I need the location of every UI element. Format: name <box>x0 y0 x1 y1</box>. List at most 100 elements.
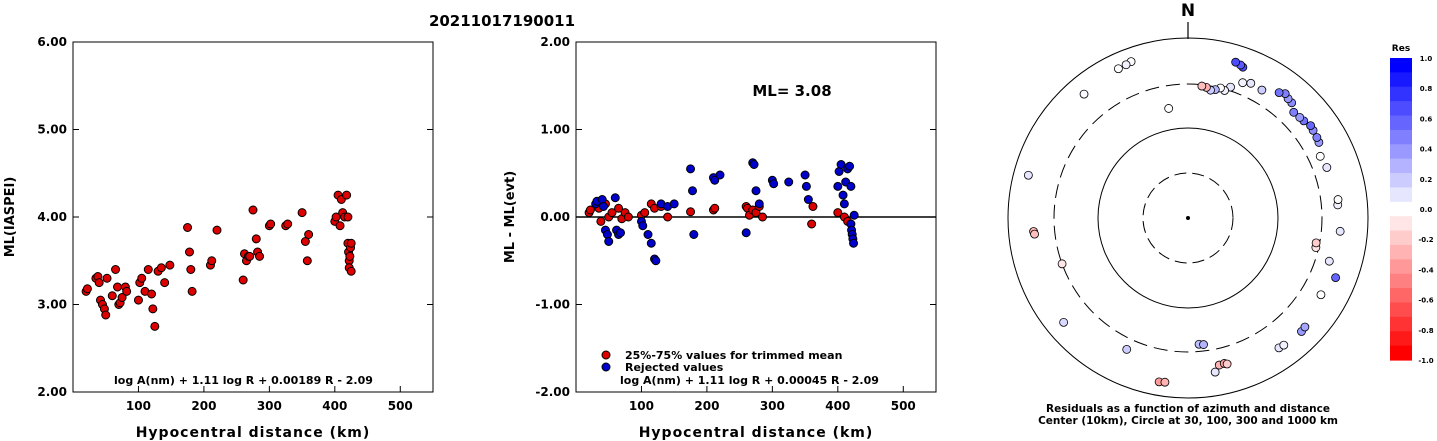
colorbar-cell <box>1390 158 1412 174</box>
data-point <box>248 205 258 215</box>
residual-point <box>1333 195 1343 204</box>
polar-caption-2: Center (10km), Circle at 30, 100, 300 an… <box>1038 415 1338 427</box>
polar-caption-1: Residuals as a function of azimuth and d… <box>1046 403 1330 415</box>
data-point <box>342 190 352 200</box>
residual-point <box>1257 85 1267 95</box>
residual-point <box>1322 163 1332 172</box>
x-tick-label: 100 <box>629 399 654 413</box>
x-tick-label: 500 <box>891 399 916 413</box>
data-point <box>101 310 111 320</box>
trimmed-mean-point <box>807 219 817 229</box>
rejected-point <box>646 238 656 248</box>
data-point <box>156 263 166 273</box>
data-point <box>283 219 293 229</box>
data-point <box>143 265 153 274</box>
rejected-point <box>836 160 846 169</box>
residual-point <box>1057 259 1067 269</box>
residual-point <box>1030 229 1039 239</box>
residual-point <box>1197 81 1207 91</box>
colorbar-cell <box>1390 316 1412 332</box>
residual-point <box>1316 290 1326 300</box>
data-point <box>165 260 175 270</box>
y-tick-label: 3.00 <box>37 298 67 312</box>
data-point <box>238 275 248 285</box>
rejected-point <box>669 199 679 209</box>
data-point <box>251 234 261 244</box>
colorbar-tick-label: -0.6 <box>1418 297 1433 305</box>
y-tick-label: 2.00 <box>37 385 67 399</box>
colorbar-cell <box>1390 129 1412 145</box>
y-tick-label: 5.00 <box>37 123 67 137</box>
residual-point <box>1199 340 1208 349</box>
colorbar-cell <box>1390 101 1412 117</box>
y-tick-label: -1.00 <box>535 298 570 312</box>
data-point <box>346 238 356 248</box>
panel-mid-ylabel: ML - ML(evt) <box>503 171 518 263</box>
panel-mid: 100 200 300 400 500 -2.00 -1.00 0.00 1.00 2.00 M… <box>503 35 937 441</box>
rejected-point <box>643 230 653 239</box>
rejected-point <box>838 190 848 200</box>
ring-100km <box>1097 127 1279 309</box>
residual-point <box>1210 367 1220 377</box>
data-point <box>148 304 158 314</box>
colorbar-cell <box>1390 244 1412 260</box>
panel-mid-formula: log A(nm) + 1.11 log R + 0.00045 R - 2.0… <box>620 374 879 387</box>
panel-left-formula: log A(nm) + 1.11 log R + 0.00189 R - 2.0… <box>114 374 373 387</box>
ml-value-label: ML= 3.08 <box>752 82 831 100</box>
colorbar-cell <box>1390 173 1412 189</box>
colorbar-cell <box>1390 86 1412 102</box>
rejected-point <box>610 193 620 203</box>
residual-point <box>1122 345 1132 354</box>
data-point <box>107 291 117 301</box>
rejected-point <box>784 177 794 187</box>
rejected-point <box>751 186 761 196</box>
data-point <box>212 225 222 235</box>
residual-point <box>1164 104 1174 113</box>
trimmed-mean-point <box>833 208 843 218</box>
y-tick-label: 1.00 <box>540 123 570 137</box>
residual-point <box>1289 107 1299 117</box>
data-point <box>297 208 307 218</box>
data-point <box>111 265 121 274</box>
colorbar-tick-label: 0.6 <box>1420 115 1433 123</box>
data-point <box>113 282 123 292</box>
residual-point <box>1246 78 1256 88</box>
rejected-point <box>689 230 699 239</box>
data-point <box>186 265 196 274</box>
x-tick-label: 300 <box>760 399 785 413</box>
rejected-point <box>849 238 859 248</box>
data-point <box>245 251 255 261</box>
data-point <box>207 256 217 266</box>
legend-blue-label: Rejected values <box>625 361 724 374</box>
colorbar-tick-label: 1.0 <box>1420 55 1433 63</box>
trimmed-mean-point <box>686 207 696 217</box>
trimmed-mean-point <box>585 205 595 215</box>
y-tick-label: 2.00 <box>540 35 570 49</box>
trimmed-mean-point <box>614 203 624 213</box>
colorbar-cell <box>1390 58 1412 73</box>
colorbar-title: Res <box>1392 44 1410 54</box>
x-tick-label: 200 <box>191 399 216 413</box>
x-tick-label: 200 <box>694 399 719 413</box>
trimmed-mean-point <box>808 202 818 211</box>
colorbar-cell <box>1390 216 1412 232</box>
data-point <box>117 293 127 302</box>
x-tick-label: 400 <box>322 399 347 413</box>
colorbar-cell <box>1390 273 1412 289</box>
residual-point <box>1059 317 1069 327</box>
data-point <box>343 212 353 222</box>
rejected-point <box>754 199 764 209</box>
residual-point <box>1160 377 1170 387</box>
residual-point <box>1295 113 1305 122</box>
data-point <box>346 266 356 276</box>
residual-point <box>1238 78 1248 88</box>
data-point <box>185 247 195 257</box>
data-point <box>302 256 312 266</box>
residual-point <box>1331 273 1340 283</box>
trimmed-mean-point <box>623 212 633 222</box>
residual-point <box>1231 57 1241 67</box>
data-point <box>133 295 143 305</box>
colorbar-tick-label: 0.4 <box>1420 146 1433 154</box>
rejected-point <box>688 186 698 196</box>
